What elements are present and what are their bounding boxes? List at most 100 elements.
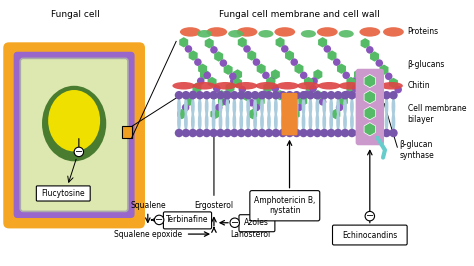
Circle shape [366, 46, 374, 54]
Ellipse shape [359, 27, 380, 37]
Ellipse shape [260, 97, 264, 116]
Circle shape [175, 91, 183, 99]
Ellipse shape [226, 112, 229, 131]
Circle shape [251, 91, 259, 99]
Circle shape [74, 147, 83, 157]
Circle shape [324, 45, 331, 53]
Ellipse shape [343, 97, 347, 116]
FancyBboxPatch shape [250, 191, 320, 221]
Ellipse shape [253, 112, 257, 131]
Circle shape [185, 45, 192, 53]
Circle shape [310, 85, 317, 92]
Ellipse shape [226, 97, 229, 116]
Ellipse shape [336, 97, 340, 116]
Ellipse shape [309, 97, 312, 116]
Ellipse shape [258, 30, 273, 38]
Circle shape [195, 129, 204, 137]
Ellipse shape [276, 82, 299, 90]
Circle shape [333, 58, 340, 66]
Circle shape [382, 129, 391, 137]
Circle shape [253, 104, 260, 111]
FancyBboxPatch shape [356, 69, 384, 145]
Circle shape [313, 129, 321, 137]
Ellipse shape [205, 97, 209, 116]
Circle shape [264, 91, 273, 99]
Ellipse shape [318, 82, 340, 90]
Ellipse shape [212, 112, 216, 131]
Ellipse shape [378, 97, 382, 116]
Text: Squalene: Squalene [130, 201, 165, 210]
Ellipse shape [235, 82, 257, 90]
Circle shape [348, 129, 356, 137]
Circle shape [268, 77, 275, 85]
FancyBboxPatch shape [239, 215, 275, 232]
Ellipse shape [214, 82, 237, 90]
Circle shape [292, 129, 301, 137]
Ellipse shape [267, 97, 271, 116]
Text: Amphotericin B,
nystatin: Amphotericin B, nystatin [254, 196, 316, 215]
Text: −: − [75, 147, 83, 157]
Circle shape [216, 129, 225, 137]
Ellipse shape [297, 82, 320, 90]
Ellipse shape [198, 112, 201, 131]
Ellipse shape [329, 97, 333, 116]
Circle shape [320, 129, 328, 137]
Ellipse shape [301, 112, 305, 131]
FancyBboxPatch shape [282, 93, 298, 135]
Text: Proteins: Proteins [408, 27, 439, 36]
Ellipse shape [343, 112, 347, 131]
Ellipse shape [288, 97, 292, 116]
Circle shape [202, 129, 211, 137]
Circle shape [292, 91, 301, 99]
Ellipse shape [253, 97, 257, 116]
Ellipse shape [191, 97, 195, 116]
FancyBboxPatch shape [164, 212, 211, 229]
Circle shape [258, 91, 266, 99]
Ellipse shape [274, 97, 278, 116]
Ellipse shape [371, 112, 374, 131]
Ellipse shape [212, 97, 216, 116]
Circle shape [202, 91, 211, 99]
Circle shape [210, 46, 218, 54]
Circle shape [219, 59, 227, 67]
Ellipse shape [246, 112, 250, 131]
Circle shape [306, 91, 315, 99]
Circle shape [237, 129, 246, 137]
Ellipse shape [173, 82, 195, 90]
Text: Flucytosine: Flucytosine [41, 189, 84, 198]
Text: Fungal cell membrane and cell wall: Fungal cell membrane and cell wall [219, 10, 379, 19]
Circle shape [355, 129, 363, 137]
Ellipse shape [288, 112, 292, 131]
Circle shape [341, 91, 349, 99]
Ellipse shape [232, 97, 236, 116]
Circle shape [215, 104, 222, 111]
Circle shape [244, 91, 253, 99]
Text: Chitin: Chitin [408, 81, 430, 90]
Ellipse shape [267, 112, 271, 131]
Ellipse shape [392, 112, 395, 131]
Ellipse shape [48, 90, 100, 151]
Text: −: − [231, 218, 239, 228]
Circle shape [300, 72, 308, 79]
FancyBboxPatch shape [332, 225, 407, 245]
Ellipse shape [378, 112, 382, 131]
Circle shape [375, 91, 384, 99]
Circle shape [244, 129, 253, 137]
Circle shape [348, 91, 356, 99]
Circle shape [334, 91, 342, 99]
Circle shape [306, 129, 315, 137]
Text: Fungal cell: Fungal cell [51, 10, 100, 19]
Circle shape [155, 215, 164, 225]
Ellipse shape [322, 97, 326, 116]
Circle shape [194, 58, 201, 66]
Circle shape [248, 99, 255, 107]
Circle shape [303, 90, 310, 98]
Circle shape [182, 91, 190, 99]
Circle shape [319, 98, 327, 106]
Circle shape [362, 91, 370, 99]
Text: Ergosterol: Ergosterol [194, 201, 234, 210]
Circle shape [368, 129, 377, 137]
Circle shape [253, 58, 260, 66]
Circle shape [197, 77, 204, 85]
Text: Echinocandins: Echinocandins [342, 231, 397, 239]
